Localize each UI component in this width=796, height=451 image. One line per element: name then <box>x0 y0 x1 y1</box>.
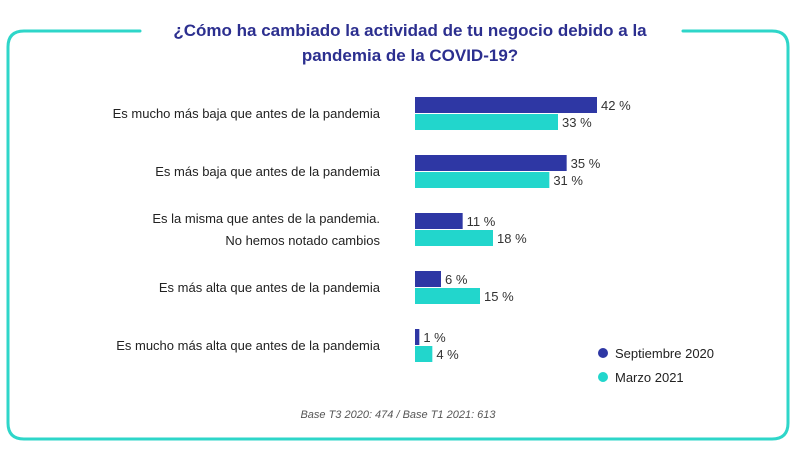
bar-marzo-2021 <box>415 114 558 130</box>
bar-marzo-2021 <box>415 230 493 246</box>
category-label: Es más alta que antes de la pandemia <box>159 280 381 295</box>
chart-marks: Es mucho más baja que antes de la pandem… <box>113 97 631 362</box>
bar-septiembre-2020 <box>415 329 420 345</box>
bar-marzo-2021 <box>415 288 480 304</box>
data-label: 15 % <box>484 289 514 304</box>
data-label: 35 % <box>571 156 601 171</box>
bar-marzo-2021 <box>415 346 433 362</box>
data-label: 11 % <box>467 214 496 229</box>
bar-septiembre-2020 <box>415 97 597 113</box>
data-label: 42 % <box>601 98 631 113</box>
data-label: 4 % <box>436 347 459 362</box>
category-label: No hemos notado cambios <box>225 233 380 248</box>
legend: Septiembre 2020 Marzo 2021 <box>598 346 714 385</box>
data-label: 33 % <box>562 115 592 130</box>
data-label: 18 % <box>497 231 527 246</box>
category-label: Es la misma que antes de la pandemia. <box>152 211 380 226</box>
bar-marzo-2021 <box>415 172 550 188</box>
chart-title-line-2: pandemia de la COVID-19? <box>302 46 518 65</box>
category-label: Es mucho más baja que antes de la pandem… <box>113 106 381 121</box>
legend-label: Marzo 2021 <box>615 370 684 385</box>
bar-septiembre-2020 <box>415 271 441 287</box>
data-label: 6 % <box>445 272 468 287</box>
bar-septiembre-2020 <box>415 155 567 171</box>
chart-title-line-1: ¿Cómo ha cambiado la actividad de tu neg… <box>173 21 647 40</box>
data-label: 1 % <box>423 330 446 345</box>
category-label: Es mucho más alta que antes de la pandem… <box>116 338 381 353</box>
base-note: Base T3 2020: 474 / Base T1 2021: 613 <box>300 409 496 421</box>
category-label: Es más baja que antes de la pandemia <box>155 164 381 179</box>
frame-left <box>6 29 402 441</box>
frame-right <box>398 29 790 441</box>
data-label: 31 % <box>553 173 583 188</box>
legend-marker <box>598 348 608 358</box>
legend-marker <box>598 372 608 382</box>
bar-septiembre-2020 <box>415 213 463 229</box>
legend-label: Septiembre 2020 <box>615 346 714 361</box>
